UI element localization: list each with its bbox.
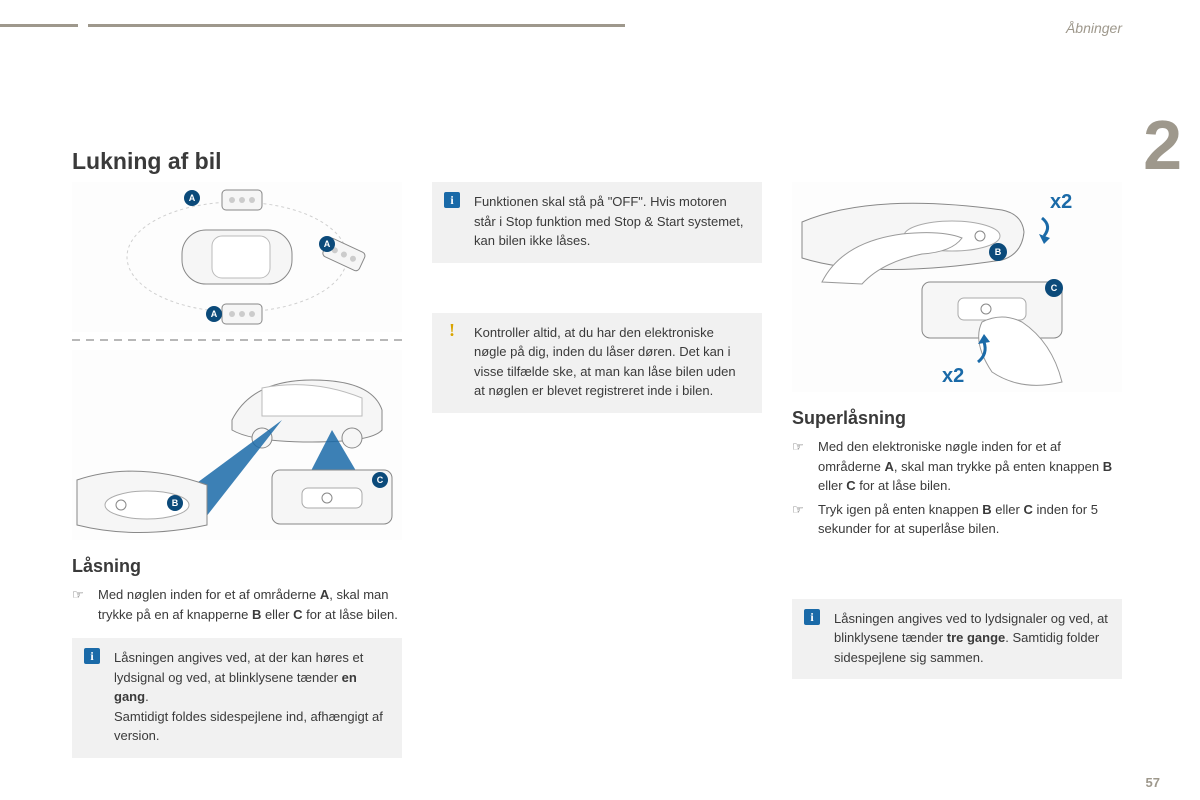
header-bar-seg1 xyxy=(0,24,78,27)
info-icon: i xyxy=(84,648,100,664)
header-bar xyxy=(0,24,625,27)
svg-text:A: A xyxy=(211,309,218,319)
column-2: i Funktionen skal stå på "OFF". Hvis mot… xyxy=(432,182,762,413)
warning-box: ! Kontroller altid, at du har den elektr… xyxy=(432,313,762,413)
svg-text:C: C xyxy=(377,475,384,485)
subhead-locking: Låsning xyxy=(72,556,402,577)
bullet-icon: ☞ xyxy=(792,437,818,496)
page-number: 57 xyxy=(1146,775,1160,790)
bullet-text: Med den elektroniske nøgle inden for et … xyxy=(818,437,1122,496)
info-icon: i xyxy=(444,192,460,208)
figure-car-zones: A A A xyxy=(72,182,402,332)
info-box-locking: i Låsningen angives ved, at der kan høre… xyxy=(72,638,402,758)
bullet-icon: ☞ xyxy=(72,585,98,624)
subhead-superlock: Superlåsning xyxy=(792,408,1122,429)
figure-handle-boot: B C xyxy=(72,350,402,540)
warning-icon: ! xyxy=(444,323,460,339)
locking-bullets: ☞ Med nøglen inden for et af områderne A… xyxy=(72,585,402,624)
svg-text:C: C xyxy=(1051,283,1058,293)
svg-text:B: B xyxy=(172,498,179,508)
bullet-icon: ☞ xyxy=(792,500,818,539)
page-title: Lukning af bil xyxy=(72,148,222,175)
info-box-superlock: i Låsningen angives ved to lydsignaler o… xyxy=(792,599,1122,680)
column-3: x2 B C x2 Superlåsning ☞ Med den elek xyxy=(792,182,1122,679)
section-name: Åbninger xyxy=(1066,20,1122,36)
svg-text:B: B xyxy=(995,247,1002,257)
svg-text:x2: x2 xyxy=(1050,191,1072,213)
column-1: A A A B xyxy=(72,182,402,758)
superlock-bullets: ☞ Med den elektroniske nøgle inden for e… xyxy=(792,437,1122,539)
header-bar-gap xyxy=(78,24,88,27)
bullet-text: Med nøglen inden for et af områderne A, … xyxy=(98,585,402,624)
dashed-separator xyxy=(72,335,402,345)
info-box-off: i Funktionen skal stå på "OFF". Hvis mot… xyxy=(432,182,762,263)
svg-text:x2: x2 xyxy=(942,365,964,387)
svg-text:A: A xyxy=(324,239,331,249)
chapter-number: 2 xyxy=(1143,110,1182,180)
svg-text:A: A xyxy=(189,193,196,203)
info-icon: i xyxy=(804,609,820,625)
header-bar-seg2 xyxy=(88,24,625,27)
bullet-text: Tryk igen på enten knappen B eller C ind… xyxy=(818,500,1122,539)
figure-superlock: x2 B C x2 xyxy=(792,182,1122,392)
